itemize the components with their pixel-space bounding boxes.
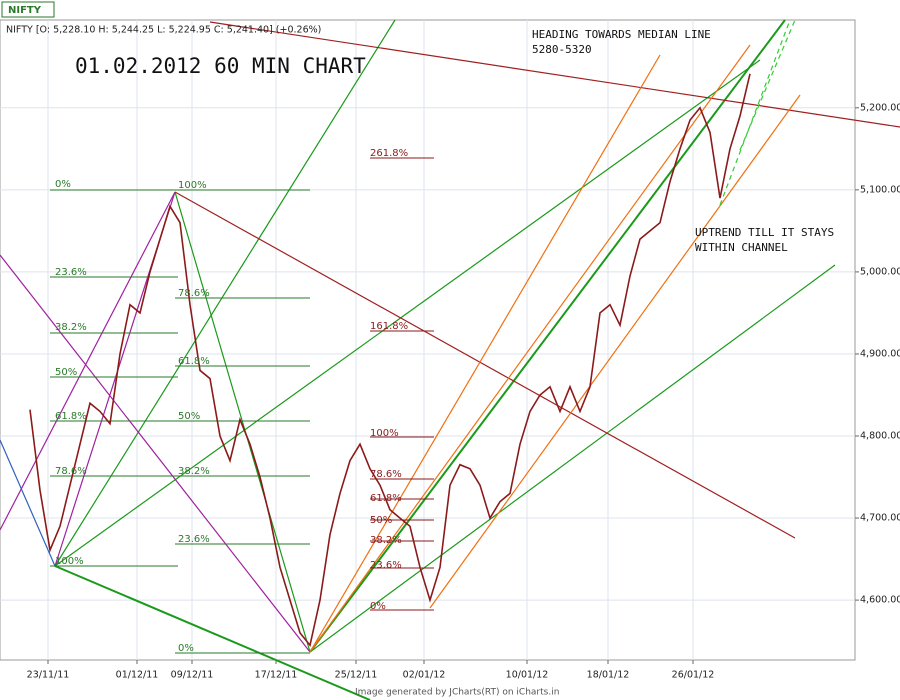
- trendline: [739, 19, 796, 151]
- footer: Image generated by JCharts(RT) on iChart…: [355, 688, 559, 698]
- trendline: [719, 19, 791, 206]
- fib-label: 38.2%: [178, 466, 210, 477]
- x-tick-label: 01/12/11: [116, 670, 159, 681]
- fib-label: 61.8%: [178, 356, 210, 367]
- trendline: [0, 439, 56, 567]
- fib-label: 261.8%: [370, 148, 408, 159]
- price-line: [29, 73, 751, 647]
- fib-label: 78.6%: [370, 469, 402, 480]
- trendline: [54, 19, 396, 567]
- trendline: [309, 44, 751, 653]
- y-tick-label: 5,000.00: [860, 266, 900, 277]
- fib-label: 61.8%: [55, 411, 87, 422]
- fib-label: 23.6%: [178, 534, 210, 545]
- trendline: [0, 191, 176, 531]
- x-tick-label: 09/12/11: [171, 670, 214, 681]
- fib-label: 100%: [370, 428, 399, 439]
- y-tick-label: 4,600.00: [860, 595, 900, 606]
- symbol[interactable]: NIFTY: [8, 5, 42, 16]
- x-tick-label: 25/12/11: [335, 670, 378, 681]
- fib-label: 100%: [55, 556, 84, 567]
- trendline: [209, 21, 900, 128]
- annotation: 5280-5320: [532, 43, 592, 56]
- fib-label: 61.8%: [370, 493, 402, 504]
- trendline: [309, 54, 661, 653]
- annotation: UPTREND TILL IT STAYS: [695, 226, 834, 239]
- annotation: WITHIN CHANNEL: [695, 241, 788, 254]
- fib-label: 0%: [370, 601, 386, 612]
- plot-area: [0, 19, 856, 661]
- trendline: [54, 59, 761, 567]
- x-tick-label: 02/01/12: [403, 670, 446, 681]
- fib-label: 23.6%: [55, 267, 87, 278]
- fib-label: 161.8%: [370, 321, 408, 332]
- fib-lines: [50, 189, 310, 654]
- y-tick-label: 4,700.00: [860, 513, 900, 524]
- fib-label: 100%: [178, 180, 207, 191]
- y-tick-label: 5,200.00: [860, 102, 900, 113]
- annotation: HEADING TOWARDS MEDIAN LINE: [532, 28, 711, 41]
- trendline: [174, 191, 311, 653]
- fib-label: 23.6%: [370, 560, 402, 571]
- chart-title: NIFTY [O: 5,228.10 H: 5,244.25 L: 5,224.…: [6, 25, 321, 36]
- fib-label: 78.6%: [178, 288, 210, 299]
- x-tick-label: 10/01/12: [506, 670, 549, 681]
- x-tick-label: 26/01/12: [672, 670, 715, 681]
- fib-label: 50%: [55, 367, 77, 378]
- symbol-box[interactable]: [1, 1, 55, 18]
- x-tick-label: 18/01/12: [587, 670, 630, 681]
- trendline: [174, 191, 796, 539]
- fib-label: 38.2%: [55, 322, 87, 333]
- trendline: [309, 264, 836, 653]
- series: [29, 73, 751, 647]
- fib-label: 50%: [370, 515, 392, 526]
- trendline: [0, 254, 311, 653]
- x-tick-label: 17/12/11: [255, 670, 298, 681]
- y-tick-label: 4,900.00: [860, 348, 900, 359]
- fib-label: 38.2%: [370, 535, 402, 546]
- fib-label: 0%: [178, 643, 194, 654]
- x-tick-label: 23/11/11: [27, 670, 70, 681]
- y-tick-label: 5,100.00: [860, 184, 900, 195]
- chart-subtitle: 01.02.2012 60 MIN CHART: [75, 54, 366, 78]
- fib-lines: [370, 157, 434, 611]
- fib-label: 50%: [178, 411, 200, 422]
- fib-label: 0%: [55, 179, 71, 190]
- trendline: [54, 565, 371, 700]
- y-tick-label: 4,800.00: [860, 431, 900, 442]
- fib-label: 78.6%: [55, 466, 87, 477]
- trendline: [309, 19, 786, 653]
- trendline: [429, 94, 801, 609]
